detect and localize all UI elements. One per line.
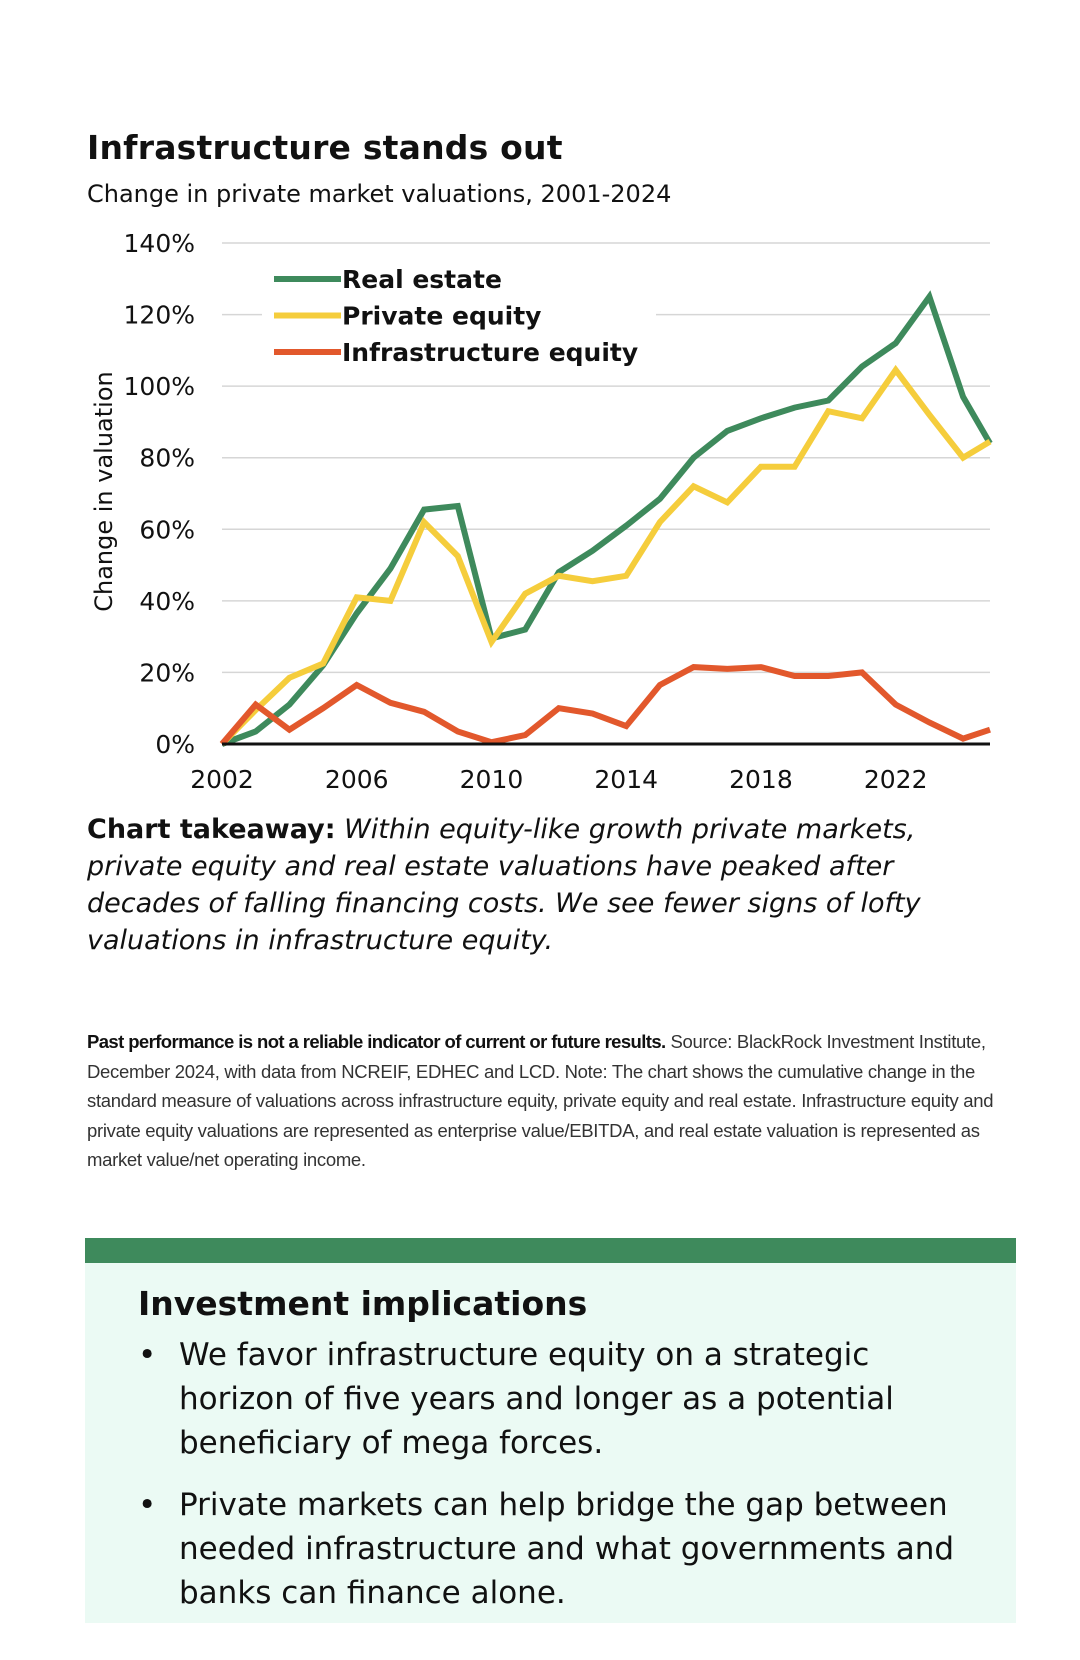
series-line: [220, 290, 993, 747]
x-tick-label: 2010: [460, 765, 524, 794]
legend-label: Private equity: [342, 302, 541, 331]
chart-takeaway: Chart takeaway: Within equity-like growt…: [87, 811, 987, 959]
chart-title: Infrastructure stands out: [87, 128, 563, 167]
takeaway-lead: Chart takeaway:: [87, 814, 336, 845]
y-tick-label: 100%: [124, 372, 195, 401]
x-tick-label: 2022: [864, 765, 928, 794]
chart-subtitle: Change in private market valuations, 200…: [87, 180, 672, 208]
y-tick-label: 140%: [124, 229, 195, 258]
y-tick-label: 120%: [124, 301, 195, 330]
legend-label: Infrastructure equity: [342, 338, 638, 367]
series-line: [219, 664, 991, 746]
x-tick-label: 2018: [729, 765, 793, 794]
y-tick-label: 80%: [139, 444, 195, 473]
source-note: Past performance is not a reliable indic…: [87, 1027, 1002, 1175]
implications-title: Investment implications: [138, 1284, 588, 1323]
legend-label: Real estate: [342, 265, 502, 294]
y-tick-label: 60%: [139, 515, 195, 544]
source-disclaimer: Past performance is not a reliable indic…: [87, 1031, 666, 1052]
y-tick-label: 0%: [155, 730, 195, 759]
bullet-icon: •: [138, 1337, 157, 1373]
y-tick-label: 20%: [139, 658, 195, 687]
implications-list: • We favor infrastructure equity on a st…: [138, 1333, 968, 1633]
source-text: Source: BlackRock Investment Institute, …: [87, 1031, 994, 1170]
implications-header-bar: [85, 1238, 1016, 1263]
x-tick-label: 2002: [190, 765, 254, 794]
implication-item: • Private markets can help bridge the ga…: [138, 1483, 968, 1615]
valuation-line-chart: 0% 20% 40% 60% 80% 100% 120% 140% 2002 2006 2010 20…: [90, 229, 993, 794]
x-tick-label: 2014: [594, 765, 658, 794]
y-axis-title: Change in valuation: [90, 371, 118, 612]
implication-text: We favor infrastructure equity on a stra…: [179, 1337, 894, 1461]
implication-item: • We favor infrastructure equity on a st…: [138, 1333, 968, 1465]
bullet-icon: •: [138, 1487, 157, 1523]
series-line: [219, 364, 992, 747]
x-tick-label: 2006: [325, 765, 389, 794]
investment-implications-box: Investment implications • We favor infra…: [85, 1238, 1016, 1623]
y-tick-label: 40%: [139, 587, 195, 616]
implication-text: Private markets can help bridge the gap …: [179, 1487, 955, 1611]
takeaway-body: Within equity-like growth private market…: [87, 814, 921, 956]
